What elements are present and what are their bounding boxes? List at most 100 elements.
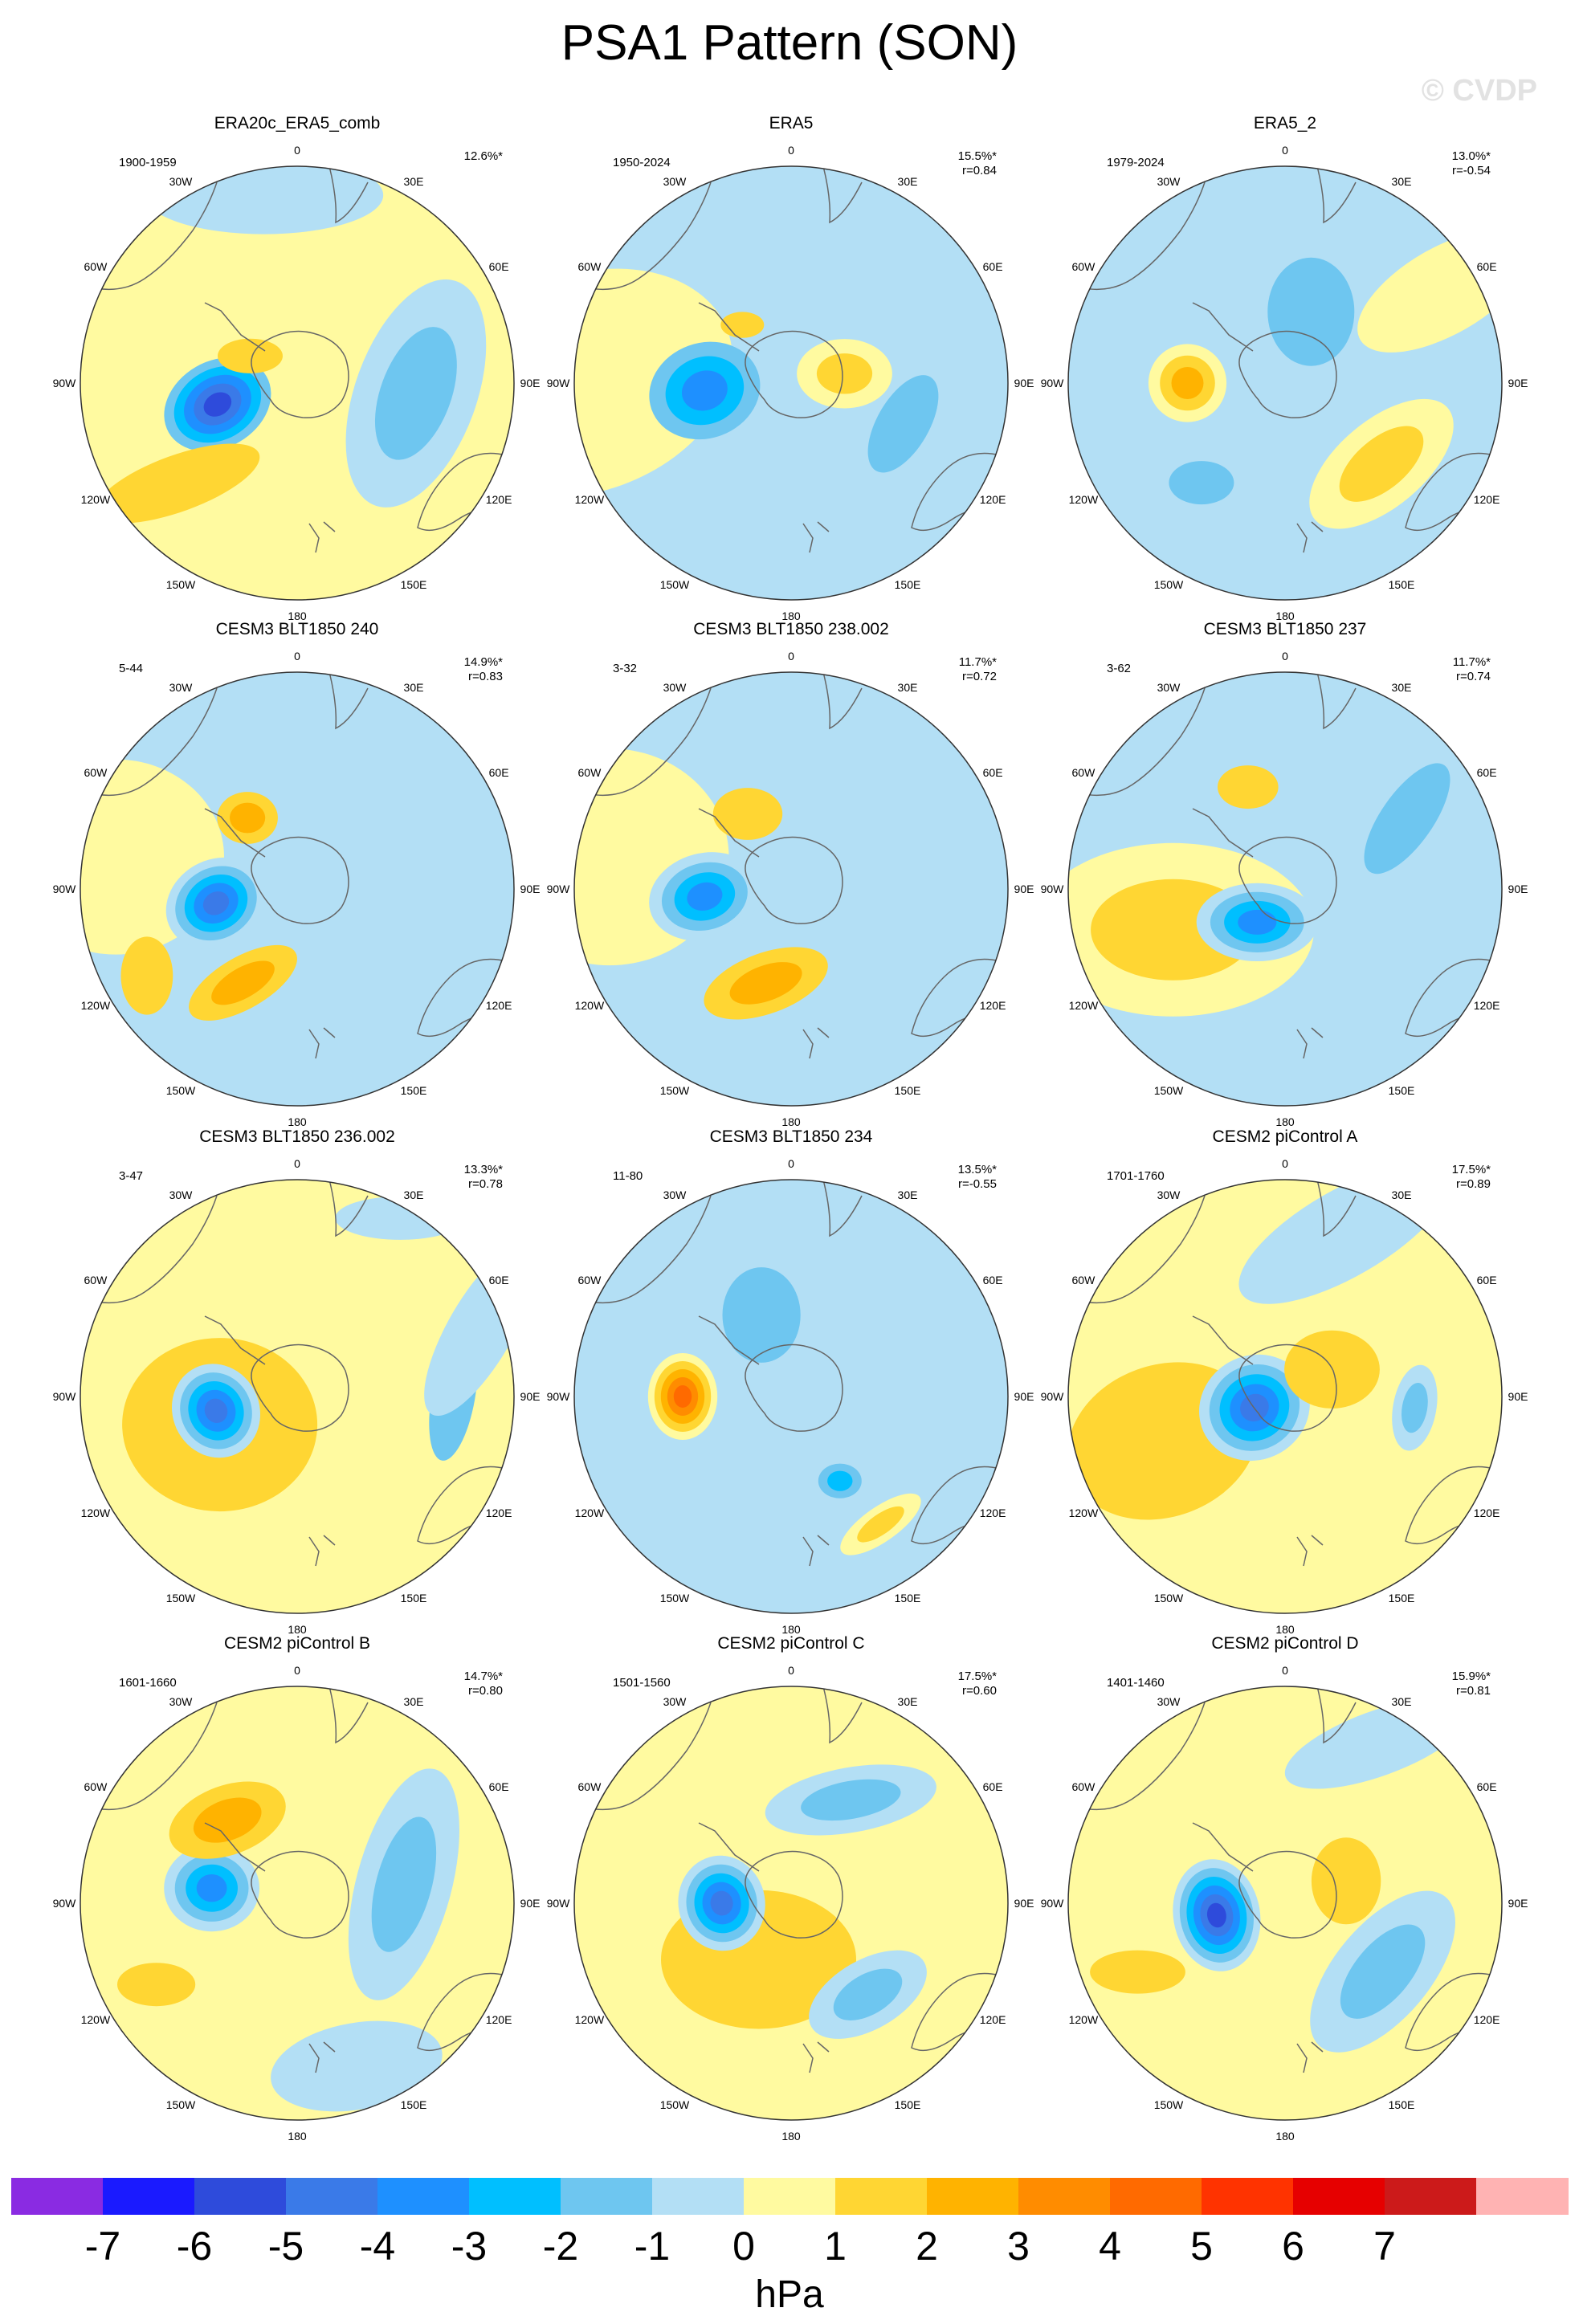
longitude-label: 90E (520, 1390, 541, 1403)
panel-title: ERA20c_ERA5_comb (214, 114, 381, 133)
pattern-correlation: r=0.60 (962, 1684, 997, 1698)
south-america-coastline (1075, 1702, 1206, 1811)
colorbar-swatch (103, 2178, 195, 2215)
variance-label: 17.5%* r=0.60 (958, 1670, 997, 1698)
longitude-label: 0 (788, 1157, 794, 1170)
longitude-label: 0 (788, 650, 794, 663)
colorbar-swatch (1018, 2178, 1111, 2215)
peninsula-coastline (204, 808, 266, 858)
pct-explained: 13.0%* (1451, 149, 1491, 163)
longitude-label: 30W (663, 1189, 687, 1201)
longitude-label: 30E (404, 1695, 424, 1708)
antarctica-coastline (745, 330, 843, 418)
map-panel: CESM3 BLT1850 240 5-44 14.9%* r=0.83 0 30E 60E… (48, 620, 546, 1128)
longitude-label: 150E (401, 578, 427, 591)
contour-region (1401, 1382, 1428, 1433)
colorbar-unit: hPa (755, 2273, 824, 2316)
longitude-label: 60E (983, 766, 1003, 779)
longitude-label: 150E (1389, 1592, 1415, 1604)
longitude-label: 60E (489, 766, 509, 779)
contour-region (374, 327, 457, 460)
longitude-label: 120W (81, 2013, 111, 2026)
longitude-label: 30W (169, 1695, 194, 1708)
africa-coastline (328, 1180, 369, 1237)
peninsula-coastline (204, 302, 266, 352)
antarctica-coastline (745, 836, 843, 924)
figure-title: PSA1 Pattern (SON) (561, 15, 1018, 71)
longitude-label: 90W (53, 1390, 77, 1403)
peninsula-coastline (1192, 302, 1254, 352)
africa-coastline (1316, 1180, 1357, 1237)
longitude-label: 150W (1154, 1084, 1184, 1097)
panel-title: CESM2 piControl C (717, 1634, 865, 1653)
longitude-label: 90E (1014, 377, 1034, 389)
variance-label: 13.3%* r=0.78 (464, 1163, 503, 1192)
longitude-label: 60W (84, 1780, 108, 1793)
contour-region (193, 1797, 262, 1843)
panel-title: CESM3 BLT1850 238.002 (693, 620, 889, 638)
longitude-label: 120E (980, 493, 1006, 506)
peninsula-coastline (1192, 1822, 1254, 1872)
colorbar-swatch (744, 2178, 836, 2215)
longitude-label: 120E (486, 493, 512, 506)
variance-label: 13.0%* r=-0.54 (1452, 149, 1491, 178)
pct-explained: 12.6%* (463, 149, 503, 163)
variance-label: 11.7%* r=0.74 (1453, 655, 1491, 684)
antarctica-coastline (1238, 1850, 1337, 1939)
antarctica-coastline (251, 330, 349, 418)
contour-region (145, 166, 384, 234)
polar-map: 0 30E 60E 90E 120E 150E 180 150W 120W 90W 60W 30W (53, 144, 541, 622)
longitude-label: 120W (575, 999, 605, 1012)
pct-explained: 14.7%* (463, 1670, 503, 1683)
contour-region (211, 960, 275, 1005)
pct-explained: 17.5%* (1451, 1163, 1491, 1176)
longitude-label: 90E (520, 883, 541, 895)
contour-region (1311, 1837, 1381, 1925)
longitude-label: 180 (781, 1623, 801, 1636)
longitude-label: 150E (1389, 2098, 1415, 2111)
longitude-label: 180 (288, 2130, 307, 2143)
longitude-label: 90E (520, 1897, 541, 1910)
peninsula-coastline (1192, 808, 1254, 858)
polar-map: 0 30E 60E 90E 120E 150E 180 150W 120W 90W 60W 30W (53, 1157, 541, 1636)
longitude-label: 120W (575, 2013, 605, 2026)
south-america-coastline (1075, 687, 1206, 797)
variance-label: 15.5%* r=0.84 (958, 149, 997, 178)
antarctica-coastline (1238, 1343, 1337, 1432)
pct-explained: 13.3%* (463, 1163, 503, 1176)
pct-explained: 11.7%* (1452, 655, 1491, 669)
pattern-correlation: r=0.72 (962, 670, 997, 683)
longitude-label: 30W (169, 175, 194, 188)
africa-coastline (328, 672, 369, 730)
map-panel: ERA20c_ERA5_comb 1900-1959 12.6%* 0 30E 60E 90… (48, 114, 546, 622)
africa-coastline (328, 166, 369, 224)
contour-region (712, 788, 783, 840)
map-border (573, 671, 1009, 1107)
new-zealand-coastline (308, 521, 336, 553)
south-america-coastline (88, 1702, 218, 1811)
south-america-coastline (581, 1195, 712, 1304)
longitude-label: 90W (1041, 377, 1065, 389)
longitude-label: 150W (166, 1084, 196, 1097)
colorbar-tick-label: -5 (267, 2224, 304, 2269)
longitude-label: 90E (1014, 883, 1034, 895)
period-label: 3-47 (119, 1169, 144, 1183)
longitude-label: 90W (547, 883, 571, 895)
colorbar-swatch (377, 2178, 470, 2215)
peninsula-coastline (1192, 1315, 1254, 1365)
longitude-label: 90W (1041, 1390, 1065, 1403)
antarctica-coastline (745, 1850, 843, 1939)
peninsula-coastline (698, 808, 760, 858)
colorbar-tick-label: -2 (542, 2224, 579, 2269)
polar-map: 0 30E 60E 90E 120E 150E 180 150W 120W 90W 60W 30W (53, 1664, 541, 2143)
panel-title: CESM3 BLT1850 237 (1203, 620, 1367, 638)
contour-region (230, 802, 266, 834)
colorbar-tick-label: 2 (916, 2224, 938, 2269)
longitude-label: 60W (84, 766, 108, 779)
map-panel: CESM3 BLT1850 236.002 3-47 13.3%* r=0.78 0 30… (48, 1127, 546, 1636)
contour-region (857, 1506, 904, 1543)
africa-coastline (822, 1686, 863, 1744)
longitude-label: 150E (895, 1084, 921, 1097)
variance-label: 14.7%* r=0.80 (464, 1670, 503, 1698)
longitude-label: 180 (288, 1115, 307, 1128)
